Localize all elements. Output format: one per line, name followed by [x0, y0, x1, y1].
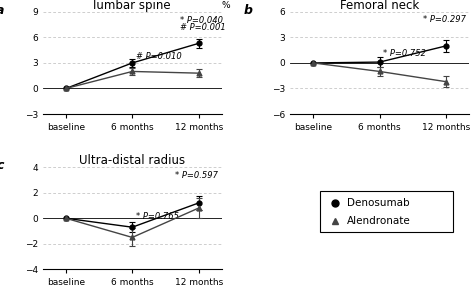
- Text: * P=0.297: * P=0.297: [423, 15, 466, 24]
- Title: Femoral neck: Femoral neck: [340, 0, 419, 12]
- Text: * P=0.752: * P=0.752: [383, 49, 426, 58]
- Text: c: c: [0, 159, 3, 172]
- Text: * P=0.597: * P=0.597: [175, 171, 219, 180]
- Title: Ultra-distal radius: Ultra-distal radius: [79, 154, 185, 167]
- Text: * P=0.765: * P=0.765: [136, 212, 179, 221]
- Text: * P=0.040: * P=0.040: [180, 16, 223, 25]
- Text: a: a: [0, 4, 4, 17]
- Title: lumbar spine: lumbar spine: [93, 0, 171, 12]
- FancyBboxPatch shape: [320, 191, 453, 231]
- Text: Alendronate: Alendronate: [347, 216, 411, 226]
- Text: # P=0.001: # P=0.001: [180, 23, 226, 32]
- Text: b: b: [244, 4, 253, 17]
- Text: Denosumab: Denosumab: [347, 198, 410, 208]
- Text: %: %: [222, 1, 230, 10]
- Text: # P=0.010: # P=0.010: [136, 52, 182, 61]
